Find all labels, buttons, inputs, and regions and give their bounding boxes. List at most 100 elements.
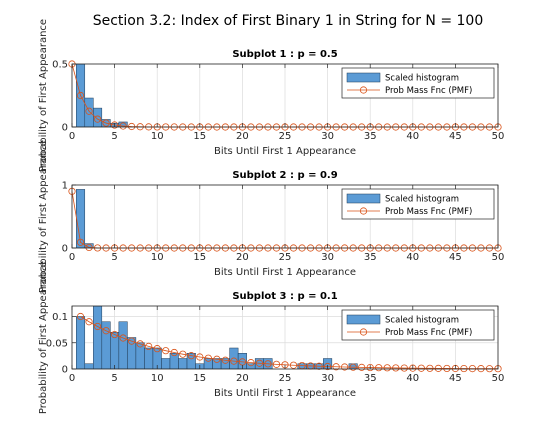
pmf-marker: [264, 360, 272, 368]
x-tick-label: 10: [151, 252, 164, 263]
pmf-marker: [443, 364, 451, 373]
subplot-1: 0 5 10 15 20 25 30 35 40 45 50 0 0.5 Subplot 1 : p = …: [38, 19, 504, 172]
x-tick-label: 5: [111, 252, 117, 263]
y-tick-label: 0: [62, 365, 68, 376]
x-tick-label: 40: [406, 131, 419, 142]
pmf-marker: [289, 361, 298, 369]
x-tick-label: 15: [193, 252, 206, 263]
histogram-bar: [161, 358, 171, 369]
pmf-marker: [400, 364, 408, 372]
pmf-marker: [85, 107, 93, 115]
y-axis-label: Probability of First Appearance: [38, 140, 49, 293]
pmf-marker: [417, 364, 425, 372]
pmf-marker: [213, 355, 221, 363]
x-tick-label: 10: [151, 373, 164, 384]
x-axis-label: Bits Until First 1 Appearance: [214, 388, 356, 399]
x-tick-label: 30: [321, 252, 334, 263]
pmf-marker: [145, 342, 153, 351]
x-tick-label: 40: [406, 373, 419, 384]
x-axis-label: Bits Until First 1 Appearance: [214, 146, 356, 157]
legend: Scaled histogram Prob Mass Fnc (PMF): [341, 67, 495, 99]
pmf-marker: [85, 318, 93, 326]
pmf-marker: [153, 345, 161, 353]
pmf-marker: [76, 91, 85, 100]
x-axis-label: Bits Until First 1 Appearance: [214, 267, 356, 278]
y-axis-label: Probability of First Appearance: [38, 19, 49, 172]
pmf-marker: [102, 119, 110, 127]
pmf-marker: [392, 364, 400, 372]
legend-swatch-pmf-marker: [359, 207, 368, 215]
pmf-marker: [468, 364, 477, 373]
x-tick-label: 20: [236, 131, 249, 142]
pmf-marker: [221, 356, 229, 364]
pmf-marker: [93, 322, 102, 331]
legend-swatch-histogram: [346, 193, 381, 204]
histogram-bar: [229, 347, 239, 369]
pmf-marker: [136, 340, 144, 348]
x-tick-label: 45: [449, 131, 462, 142]
x-tick-label: 25: [279, 252, 292, 263]
y-tick-label: 0.05: [46, 338, 68, 349]
histogram-bar: [84, 363, 94, 369]
x-tick-label: 5: [111, 131, 117, 142]
pmf-marker: [85, 243, 93, 252]
pmf-marker: [128, 337, 136, 345]
histogram-bar: [186, 353, 196, 369]
pmf-marker: [102, 327, 110, 335]
y-tick-label: 0.5: [52, 60, 68, 71]
pmf-marker: [119, 122, 127, 130]
pmf-marker: [434, 364, 442, 372]
legend-label-pmf: Prob Mass Fnc (PMF): [385, 207, 472, 217]
subplot-title: Subplot 2 : p = 0.9: [232, 170, 337, 181]
pmf-marker: [460, 364, 468, 373]
pmf-marker: [409, 364, 417, 372]
x-tick-label: 35: [364, 252, 377, 263]
y-tick-label: 1: [62, 181, 68, 192]
pmf-marker: [255, 359, 264, 367]
x-tick-label: 0: [69, 131, 75, 142]
x-tick-label: 40: [406, 252, 419, 263]
pmf-marker: [162, 347, 170, 355]
pmf-marker: [230, 357, 238, 365]
legend-swatch-histogram: [346, 314, 381, 325]
pmf-marker: [323, 362, 332, 371]
legend: Scaled histogram Prob Mass Fnc (PMF): [341, 309, 495, 341]
pmf-marker: [315, 362, 323, 370]
histogram-bar: [323, 358, 333, 369]
x-tick-label: 25: [279, 131, 292, 142]
x-tick-label: 0: [69, 252, 75, 263]
pmf-marker: [93, 115, 102, 123]
x-tick-label: 35: [364, 373, 377, 384]
histogram-bar: [135, 342, 145, 369]
histogram-bars: [76, 306, 358, 369]
pmf-marker: [119, 334, 127, 342]
y-tick-label: 0: [62, 244, 68, 255]
pmf-marker: [204, 354, 212, 362]
pmf-marker: [179, 350, 187, 358]
pmf-marker: [187, 352, 195, 360]
pmf-marker: [349, 363, 357, 371]
x-tick-label: 50: [492, 131, 505, 142]
y-tick-label: 0.1: [52, 312, 68, 323]
legend-label-pmf: Prob Mass Fnc (PMF): [385, 86, 472, 96]
subplot-3: 0 5 10 15 20 25 30 35 40 45 50 0 0.05 0.1 Subplot 3 : …: [38, 261, 504, 414]
pmf-marker: [111, 330, 119, 339]
x-tick-label: 20: [236, 252, 249, 263]
y-axis-label: Probability of First Appearance: [38, 261, 49, 414]
pmf-marker: [128, 122, 136, 131]
x-tick-label: 50: [492, 373, 505, 384]
x-tick-label: 5: [111, 373, 117, 384]
legend-swatch-pmf-marker: [359, 328, 368, 336]
pmf-marker: [76, 238, 85, 246]
pmf-marker: [111, 121, 119, 129]
histogram-bar: [93, 306, 103, 369]
pmf-marker: [426, 364, 434, 372]
pmf-marker: [375, 364, 383, 372]
legend-label-histogram: Scaled histogram: [385, 74, 459, 84]
histogram-bar: [178, 358, 188, 369]
x-tick-label: 25: [279, 373, 292, 384]
x-tick-label: 35: [364, 131, 377, 142]
y-tick-label: 0: [62, 123, 68, 134]
figure-title: Section 3.2: Index of First Binary 1 in …: [93, 13, 484, 29]
